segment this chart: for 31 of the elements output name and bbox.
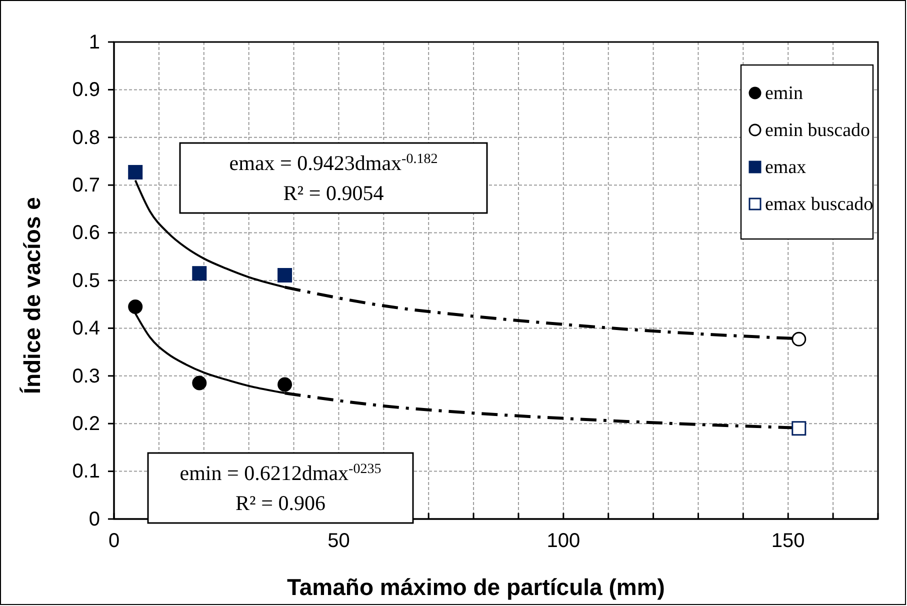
legend-label: emax buscado [765,194,874,215]
y-tick-label: 1 [88,31,100,54]
x-axis-title: Tamaño máximo de partícula (mm) [287,574,665,600]
y-tick-label: 0.5 [72,270,100,292]
point [128,299,143,314]
y-tick-label: 0 [88,508,100,530]
legend-label: emin [765,83,804,104]
x-tick-label: 0 [108,530,120,552]
point [792,332,806,346]
legend-label: emin buscado [765,120,870,141]
x-tick-label: 150 [771,530,805,552]
point [278,268,292,283]
x-tick-label: 50 [328,530,350,552]
y-tick-label: 0.7 [72,174,100,196]
point [192,266,207,281]
point [192,376,207,390]
point [128,164,143,180]
y-tick-label: 0.1 [72,460,100,483]
equation-box: emax = 0.9423dmax$^{-0.182}$ R² = 0.9054 [179,142,488,214]
point [278,377,292,392]
point [792,421,806,436]
y-axis-title: Índice de vacíos e [19,197,45,394]
y-tick-label: 0.3 [72,365,100,388]
y-tick-label: 0.4 [72,318,100,340]
equation-box: emin = 0.6212dmax$^{-0235}$ R² = 0.906 [147,452,414,524]
y-tick-label: 0.9 [72,79,100,102]
y-tick-label: 0.2 [72,413,100,435]
y-tick-label: 0.6 [72,222,100,244]
x-tick-label: 100 [546,530,580,552]
y-tick-label: 0.8 [72,126,100,149]
legend-label: emax [765,157,807,178]
